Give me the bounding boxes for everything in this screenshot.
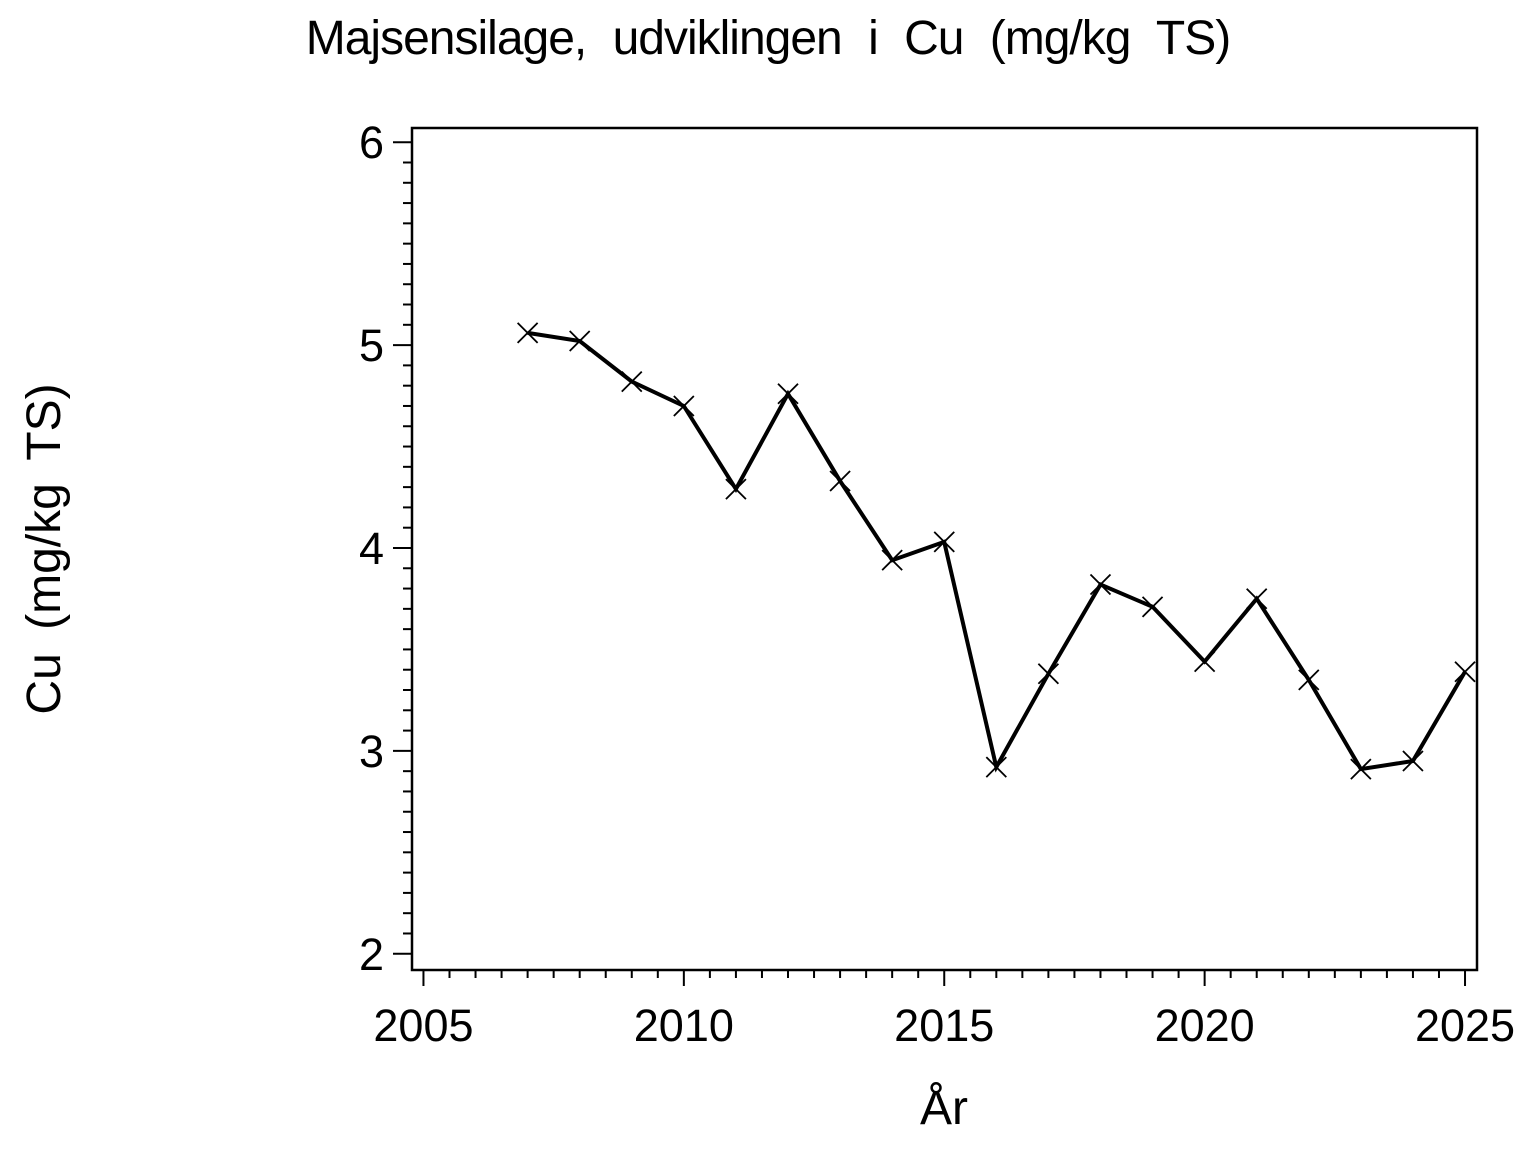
- y-tick-label: 6: [359, 117, 384, 168]
- data-point-marker: [1193, 650, 1216, 673]
- data-point-marker: [1402, 750, 1424, 772]
- data-point-marker: [1350, 758, 1372, 780]
- data-point-marker: [569, 330, 591, 352]
- y-tick-label: 2: [359, 929, 384, 980]
- data-point-marker: [985, 756, 1007, 778]
- data-point-marker: [673, 395, 695, 417]
- x-tick-label: 2025: [1415, 1000, 1515, 1051]
- data-point-marker: [1454, 661, 1476, 683]
- x-tick-label: 2010: [634, 1000, 734, 1051]
- data-point-marker: [1141, 596, 1164, 618]
- x-tick-label: 2015: [894, 1000, 994, 1051]
- data-point-marker: [1298, 669, 1320, 691]
- y-tick-label: 3: [359, 726, 384, 777]
- x-axis-label: År: [920, 1082, 968, 1135]
- y-tick-label: 5: [359, 320, 384, 371]
- x-tick-label: 2005: [373, 1000, 473, 1051]
- data-point-marker: [933, 531, 955, 553]
- x-tick-label: 2020: [1155, 1000, 1255, 1051]
- data-point-marker: [1037, 663, 1060, 685]
- plot-body: 2005 2010 2015 2020 2025 2 3 4 5 6: [359, 117, 1515, 1051]
- data-point-marker: [621, 370, 643, 393]
- data-line: [527, 330, 1467, 773]
- y-tick-label: 4: [359, 523, 384, 574]
- data-point-marker: [1089, 573, 1112, 596]
- data-point-marker: [829, 470, 851, 492]
- data-point-marker: [881, 549, 903, 571]
- data-point-marker: [777, 383, 799, 405]
- data-point-marker: [725, 478, 747, 500]
- data-point-marker: [1246, 588, 1268, 610]
- chart-title: Majsensilage, udviklingen i Cu (mg/kg TS…: [306, 12, 1231, 65]
- y-axis-label: Cu (mg/kg TS): [18, 383, 71, 714]
- data-point-marker: [516, 322, 539, 344]
